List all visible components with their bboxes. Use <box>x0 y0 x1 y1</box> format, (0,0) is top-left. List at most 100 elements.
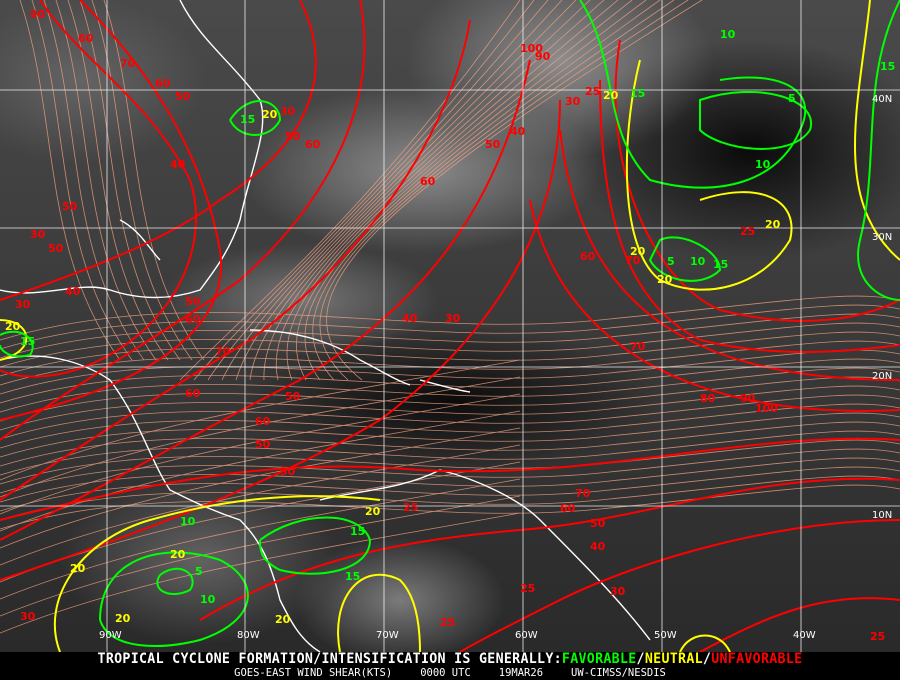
streamline <box>207 0 549 381</box>
streamline <box>312 0 675 381</box>
contour-label: 70 <box>630 340 646 353</box>
contour-label: 15 <box>350 525 365 538</box>
streamline <box>0 484 900 530</box>
contour-label: 20 <box>657 273 673 286</box>
contour-label: 10 <box>180 515 196 528</box>
lat-lon-grid <box>0 0 900 652</box>
longitude-label: 50W <box>654 630 677 641</box>
contour-label: 20 <box>70 562 86 575</box>
shear-contour <box>559 129 900 381</box>
shear-contour <box>229 100 282 136</box>
longitude-label: 60W <box>515 630 538 641</box>
shear-contour <box>53 495 381 652</box>
streamline <box>0 427 521 549</box>
contour-label: 100 <box>755 402 778 415</box>
shear-contour <box>699 91 813 150</box>
streamline <box>263 0 605 381</box>
contour-label: 100 <box>520 42 543 55</box>
contour-label: 30 <box>280 105 296 118</box>
longitude-label: 40W <box>793 630 816 641</box>
contour-label: 20 <box>765 218 781 231</box>
longitude-label: 70W <box>376 630 399 641</box>
shear-contour <box>0 0 222 421</box>
streamline <box>0 448 900 494</box>
contour-label: 10 <box>720 28 736 41</box>
contour-label: 40 <box>402 312 418 325</box>
legend-unfavorable: UNFAVORABLE <box>711 651 803 667</box>
streamline <box>55 0 157 361</box>
legend-line: TROPICAL CYCLONE FORMATION/INTENSIFICATI… <box>23 652 878 667</box>
contour-label: 20 <box>630 245 646 258</box>
legend-separator: / <box>636 651 645 667</box>
lat-lon-labels: 90W 80W 70W 60W 50W 40W 40N 30N 20N 10N <box>99 94 892 641</box>
shear-contour <box>0 0 317 301</box>
legend-separator: / <box>702 651 712 667</box>
shear-contour <box>529 199 900 412</box>
streamline <box>0 475 900 521</box>
contour-label: 60 <box>155 77 171 90</box>
shear-contours <box>0 0 900 652</box>
streamline <box>0 367 900 413</box>
legend-favorable: FAVORABLE <box>561 651 637 667</box>
streamline <box>91 0 193 361</box>
contour-label: 15 <box>630 87 645 100</box>
contour-label: 60 <box>420 175 436 188</box>
product-date: 19MAR26 <box>498 667 544 679</box>
legend-prefix: TROPICAL CYCLONE FORMATION/INTENSIFICATI… <box>97 651 562 667</box>
streamline <box>235 0 577 381</box>
streamline <box>304 0 661 381</box>
contour-label: 25 <box>520 582 535 595</box>
shear-contour <box>156 567 194 595</box>
contour-label: 50 <box>485 138 501 151</box>
streamline <box>0 457 900 503</box>
product-source: UW-CIMSS/NESDIS <box>571 667 666 679</box>
contour-label: 30 <box>445 312 461 325</box>
latitude-label: 30N <box>872 232 892 243</box>
legend-neutral: NEUTRAL <box>644 651 703 667</box>
streamline <box>179 0 521 381</box>
streamline <box>43 0 145 361</box>
shear-contour <box>337 573 421 652</box>
contour-label: 20 <box>115 612 131 625</box>
longitude-label: 80W <box>237 630 260 641</box>
latitude-label: 10N <box>872 510 892 521</box>
shear-contour <box>0 437 900 521</box>
contour-label: 60 <box>305 138 321 151</box>
satellite-water-vapor-imagery <box>0 0 900 652</box>
contour-label: 20 <box>5 320 21 333</box>
streamline <box>0 495 521 617</box>
streamline <box>0 393 521 515</box>
shear-contour <box>614 39 900 322</box>
streamline <box>0 304 900 350</box>
streamline <box>0 439 900 485</box>
contour-label: 15 <box>345 570 360 583</box>
contour-label: 50 <box>590 517 606 530</box>
streamline <box>0 512 521 634</box>
streamline <box>0 340 900 386</box>
shear-contour <box>0 99 561 581</box>
contour-label: 15 <box>880 60 895 73</box>
product-info: GOES-EAST WIND SHEAR(KTS) 0000 UTC 19MAR26… <box>0 667 900 679</box>
contour-label: 5 <box>667 255 675 268</box>
shear-contour <box>259 516 372 575</box>
streamline <box>326 0 703 381</box>
coastlines <box>0 0 651 652</box>
contour-label: 30 <box>610 585 626 598</box>
latitude-label: 40N <box>872 94 892 105</box>
contour-label: 50 <box>62 200 78 213</box>
streamline <box>0 322 900 368</box>
product-time: 0000 UTC <box>420 667 471 679</box>
contour-label: 15 <box>240 113 255 126</box>
streamline <box>103 0 205 361</box>
contour-label: 90 <box>30 8 46 21</box>
contour-label: 10 <box>200 593 216 606</box>
streamline <box>0 412 900 458</box>
shear-contour <box>599 79 900 353</box>
contour-label: 25 <box>403 501 418 514</box>
contour-label: 40 <box>65 285 81 298</box>
shear-contour <box>679 634 731 652</box>
contour-label: 15 <box>713 258 728 271</box>
shear-contour <box>854 0 900 261</box>
